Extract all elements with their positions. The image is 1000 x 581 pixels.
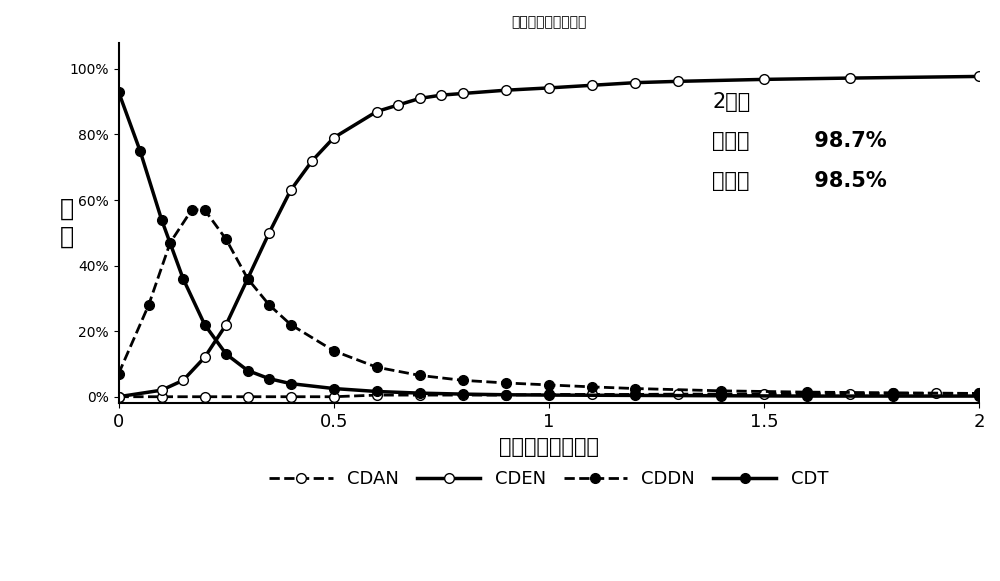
CDAN — [457, 392, 469, 399]
CDDN — [143, 302, 155, 309]
CDT — [177, 275, 189, 282]
CDEN — [156, 387, 168, 394]
CDAN — [414, 392, 426, 399]
CDAN — [629, 391, 641, 398]
CDDN — [164, 239, 176, 246]
CDAN — [371, 392, 383, 399]
CDT — [715, 392, 727, 399]
CDT — [543, 392, 555, 399]
CDEN — [500, 87, 512, 94]
Line: CDDN: CDDN — [114, 205, 984, 399]
CDT — [113, 88, 125, 95]
CDEN — [242, 275, 254, 282]
CDT — [457, 390, 469, 397]
CDAN — [844, 390, 856, 397]
CDAN — [801, 390, 813, 397]
CDDN — [263, 302, 275, 309]
Text: 含
量: 含 量 — [60, 197, 74, 249]
Text: 98.5%: 98.5% — [807, 170, 887, 191]
CDEN — [435, 92, 447, 99]
CDAN — [328, 393, 340, 400]
Line: CDT: CDT — [114, 87, 984, 401]
CDT — [242, 367, 254, 374]
CDAN — [887, 390, 899, 397]
CDEN — [758, 76, 770, 83]
CDEN — [328, 134, 340, 141]
CDDN — [801, 389, 813, 396]
CDAN — [973, 390, 985, 397]
CDAN — [930, 390, 942, 397]
CDT — [328, 385, 340, 392]
CDEN — [844, 74, 856, 81]
CDT — [801, 393, 813, 400]
CDEN — [543, 84, 555, 91]
CDDN — [543, 382, 555, 389]
CDAN — [500, 392, 512, 399]
CDDN — [186, 206, 198, 213]
Title: 原位合成催化剂反应: 原位合成催化剂反应 — [511, 15, 587, 29]
CDAN — [758, 390, 770, 397]
CDT — [371, 388, 383, 395]
CDEN — [199, 354, 211, 361]
CDT — [285, 380, 297, 387]
CDEN — [285, 187, 297, 193]
CDAN — [672, 390, 684, 397]
CDEN — [672, 78, 684, 85]
CDT — [156, 216, 168, 223]
Text: 98.7%: 98.7% — [807, 131, 887, 151]
CDEN — [414, 95, 426, 102]
CDDN — [414, 372, 426, 379]
CDAN — [715, 390, 727, 397]
CDT — [500, 391, 512, 398]
CDDN — [371, 364, 383, 371]
CDAN — [156, 393, 168, 400]
CDDN — [500, 379, 512, 386]
CDAN — [285, 393, 297, 400]
CDEN — [392, 102, 404, 109]
CDAN — [113, 393, 125, 400]
CDAN — [242, 393, 254, 400]
Line: CDEN: CDEN — [114, 71, 984, 401]
CDT — [134, 148, 146, 155]
CDEN — [973, 73, 985, 80]
X-axis label: 反应时间（小时）: 反应时间（小时） — [499, 436, 599, 457]
CDEN — [371, 108, 383, 115]
CDEN — [306, 157, 318, 164]
CDEN — [113, 393, 125, 400]
CDDN — [887, 389, 899, 396]
CDT — [220, 350, 232, 357]
CDT — [973, 393, 985, 400]
CDDN — [285, 321, 297, 328]
Text: 2小时: 2小时 — [712, 92, 751, 112]
CDEN — [263, 229, 275, 236]
CDAN — [543, 391, 555, 398]
Text: 转化率: 转化率 — [712, 131, 750, 151]
CDEN — [629, 79, 641, 86]
CDAN — [586, 391, 598, 398]
CDT — [629, 392, 641, 399]
Text: 选择性: 选择性 — [712, 170, 750, 191]
Line: CDAN: CDAN — [114, 389, 984, 401]
CDEN — [457, 90, 469, 97]
CDDN — [457, 377, 469, 384]
CDEN — [220, 321, 232, 328]
CDEN — [177, 377, 189, 384]
CDDN — [586, 383, 598, 390]
CDT — [887, 393, 899, 400]
CDDN — [629, 385, 641, 392]
CDDN — [220, 236, 232, 243]
CDEN — [586, 82, 598, 89]
CDT — [263, 375, 275, 382]
CDAN — [199, 393, 211, 400]
CDDN — [328, 347, 340, 354]
CDDN — [973, 390, 985, 397]
CDT — [414, 390, 426, 397]
CDT — [199, 321, 211, 328]
CDDN — [715, 388, 727, 394]
CDDN — [242, 275, 254, 282]
Legend: CDAN, CDEN, CDDN, CDT: CDAN, CDEN, CDDN, CDT — [262, 463, 836, 495]
CDDN — [199, 206, 211, 213]
CDDN — [113, 370, 125, 377]
